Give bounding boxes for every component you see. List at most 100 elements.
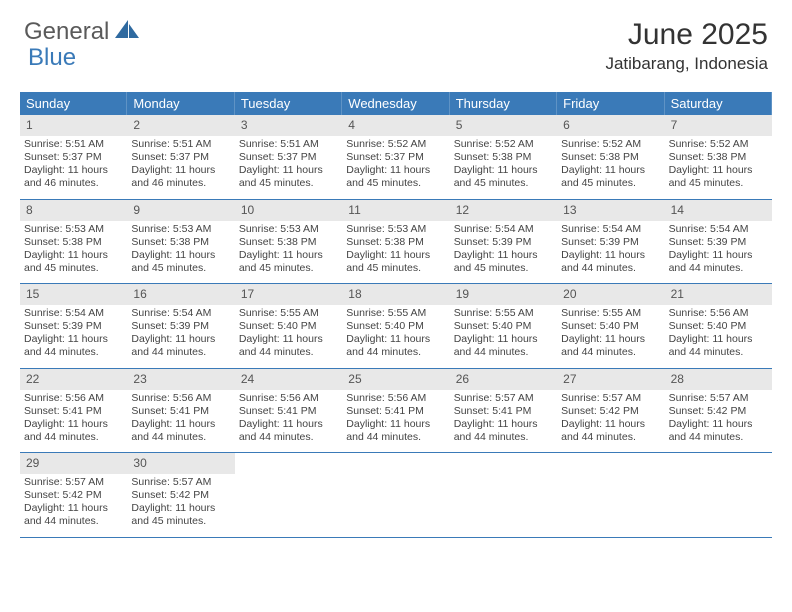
day-cell: 12Sunrise: 5:54 AMSunset: 5:39 PMDayligh… [450,200,557,284]
week-row: 8Sunrise: 5:53 AMSunset: 5:38 PMDaylight… [20,200,772,285]
day-number: 4 [342,115,449,136]
day-number [557,453,664,474]
day-cell: 10Sunrise: 5:53 AMSunset: 5:38 PMDayligh… [235,200,342,284]
day-details: Sunrise: 5:51 AMSunset: 5:37 PMDaylight:… [20,138,127,191]
calendar-grid: Sunday Monday Tuesday Wednesday Thursday… [20,92,772,538]
day-cell: 28Sunrise: 5:57 AMSunset: 5:42 PMDayligh… [665,369,772,453]
day-details: Sunrise: 5:54 AMSunset: 5:39 PMDaylight:… [127,307,234,360]
day-details: Sunrise: 5:56 AMSunset: 5:41 PMDaylight:… [127,392,234,445]
day-cell: 21Sunrise: 5:56 AMSunset: 5:40 PMDayligh… [665,284,772,368]
weekday-header: Monday [127,92,234,115]
day-cell: 29Sunrise: 5:57 AMSunset: 5:42 PMDayligh… [20,453,127,537]
weekday-header: Sunday [20,92,127,115]
day-details: Sunrise: 5:54 AMSunset: 5:39 PMDaylight:… [450,223,557,276]
day-cell: 14Sunrise: 5:54 AMSunset: 5:39 PMDayligh… [665,200,772,284]
weekday-header: Friday [557,92,664,115]
day-details: Sunrise: 5:52 AMSunset: 5:38 PMDaylight:… [557,138,664,191]
day-cell: 20Sunrise: 5:55 AMSunset: 5:40 PMDayligh… [557,284,664,368]
day-details: Sunrise: 5:52 AMSunset: 5:38 PMDaylight:… [450,138,557,191]
day-cell: 17Sunrise: 5:55 AMSunset: 5:40 PMDayligh… [235,284,342,368]
sail-icon [115,20,141,40]
day-cell: 26Sunrise: 5:57 AMSunset: 5:41 PMDayligh… [450,369,557,453]
day-number: 11 [342,200,449,221]
day-details: Sunrise: 5:56 AMSunset: 5:41 PMDaylight:… [235,392,342,445]
day-number: 29 [20,453,127,474]
brand-logo: General [24,18,145,46]
weekday-header: Saturday [665,92,772,115]
location-label: Jatibarang, Indonesia [605,54,768,74]
day-details: Sunrise: 5:52 AMSunset: 5:38 PMDaylight:… [665,138,772,191]
day-cell: 27Sunrise: 5:57 AMSunset: 5:42 PMDayligh… [557,369,664,453]
day-details: Sunrise: 5:55 AMSunset: 5:40 PMDaylight:… [235,307,342,360]
day-cell: 30Sunrise: 5:57 AMSunset: 5:42 PMDayligh… [127,453,234,537]
day-number: 28 [665,369,772,390]
day-cell [557,453,664,537]
day-details: Sunrise: 5:57 AMSunset: 5:42 PMDaylight:… [665,392,772,445]
day-number: 23 [127,369,234,390]
day-number: 7 [665,115,772,136]
weekday-header: Thursday [450,92,557,115]
day-number: 2 [127,115,234,136]
day-number: 26 [450,369,557,390]
day-details: Sunrise: 5:55 AMSunset: 5:40 PMDaylight:… [557,307,664,360]
day-number [665,453,772,474]
day-number: 1 [20,115,127,136]
day-number [235,453,342,474]
month-title: June 2025 [605,18,768,52]
day-cell: 18Sunrise: 5:55 AMSunset: 5:40 PMDayligh… [342,284,449,368]
day-details: Sunrise: 5:57 AMSunset: 5:42 PMDaylight:… [20,476,127,529]
day-cell: 9Sunrise: 5:53 AMSunset: 5:38 PMDaylight… [127,200,234,284]
day-number: 19 [450,284,557,305]
week-row: 1Sunrise: 5:51 AMSunset: 5:37 PMDaylight… [20,115,772,200]
day-details: Sunrise: 5:53 AMSunset: 5:38 PMDaylight:… [127,223,234,276]
day-cell [665,453,772,537]
day-number: 21 [665,284,772,305]
day-number: 10 [235,200,342,221]
day-cell: 19Sunrise: 5:55 AMSunset: 5:40 PMDayligh… [450,284,557,368]
day-number [450,453,557,474]
day-details: Sunrise: 5:54 AMSunset: 5:39 PMDaylight:… [20,307,127,360]
day-cell: 22Sunrise: 5:56 AMSunset: 5:41 PMDayligh… [20,369,127,453]
day-cell: 11Sunrise: 5:53 AMSunset: 5:38 PMDayligh… [342,200,449,284]
title-block: June 2025 Jatibarang, Indonesia [605,18,768,74]
day-details: Sunrise: 5:54 AMSunset: 5:39 PMDaylight:… [665,223,772,276]
day-number: 5 [450,115,557,136]
day-details: Sunrise: 5:56 AMSunset: 5:40 PMDaylight:… [665,307,772,360]
day-details: Sunrise: 5:53 AMSunset: 5:38 PMDaylight:… [235,223,342,276]
week-row: 29Sunrise: 5:57 AMSunset: 5:42 PMDayligh… [20,453,772,538]
weekday-header: Tuesday [235,92,342,115]
day-cell: 13Sunrise: 5:54 AMSunset: 5:39 PMDayligh… [557,200,664,284]
day-details: Sunrise: 5:57 AMSunset: 5:42 PMDaylight:… [127,476,234,529]
day-details: Sunrise: 5:55 AMSunset: 5:40 PMDaylight:… [450,307,557,360]
day-details: Sunrise: 5:54 AMSunset: 5:39 PMDaylight:… [557,223,664,276]
day-cell [235,453,342,537]
day-details: Sunrise: 5:56 AMSunset: 5:41 PMDaylight:… [20,392,127,445]
day-number: 12 [450,200,557,221]
day-details: Sunrise: 5:56 AMSunset: 5:41 PMDaylight:… [342,392,449,445]
day-number [342,453,449,474]
day-number: 14 [665,200,772,221]
day-cell: 24Sunrise: 5:56 AMSunset: 5:41 PMDayligh… [235,369,342,453]
day-number: 24 [235,369,342,390]
day-number: 17 [235,284,342,305]
day-cell: 4Sunrise: 5:52 AMSunset: 5:37 PMDaylight… [342,115,449,199]
brand-part2: Blue [28,44,76,72]
day-details: Sunrise: 5:51 AMSunset: 5:37 PMDaylight:… [127,138,234,191]
day-cell: 7Sunrise: 5:52 AMSunset: 5:38 PMDaylight… [665,115,772,199]
day-number: 15 [20,284,127,305]
day-cell: 6Sunrise: 5:52 AMSunset: 5:38 PMDaylight… [557,115,664,199]
day-number: 9 [127,200,234,221]
day-number: 27 [557,369,664,390]
day-cell: 2Sunrise: 5:51 AMSunset: 5:37 PMDaylight… [127,115,234,199]
day-number: 22 [20,369,127,390]
day-cell [342,453,449,537]
day-number: 30 [127,453,234,474]
page-header: General June 2025 Jatibarang, Indonesia [0,0,792,82]
day-details: Sunrise: 5:53 AMSunset: 5:38 PMDaylight:… [342,223,449,276]
day-cell: 1Sunrise: 5:51 AMSunset: 5:37 PMDaylight… [20,115,127,199]
day-number: 18 [342,284,449,305]
day-details: Sunrise: 5:57 AMSunset: 5:41 PMDaylight:… [450,392,557,445]
day-cell [450,453,557,537]
day-details: Sunrise: 5:52 AMSunset: 5:37 PMDaylight:… [342,138,449,191]
day-cell: 5Sunrise: 5:52 AMSunset: 5:38 PMDaylight… [450,115,557,199]
